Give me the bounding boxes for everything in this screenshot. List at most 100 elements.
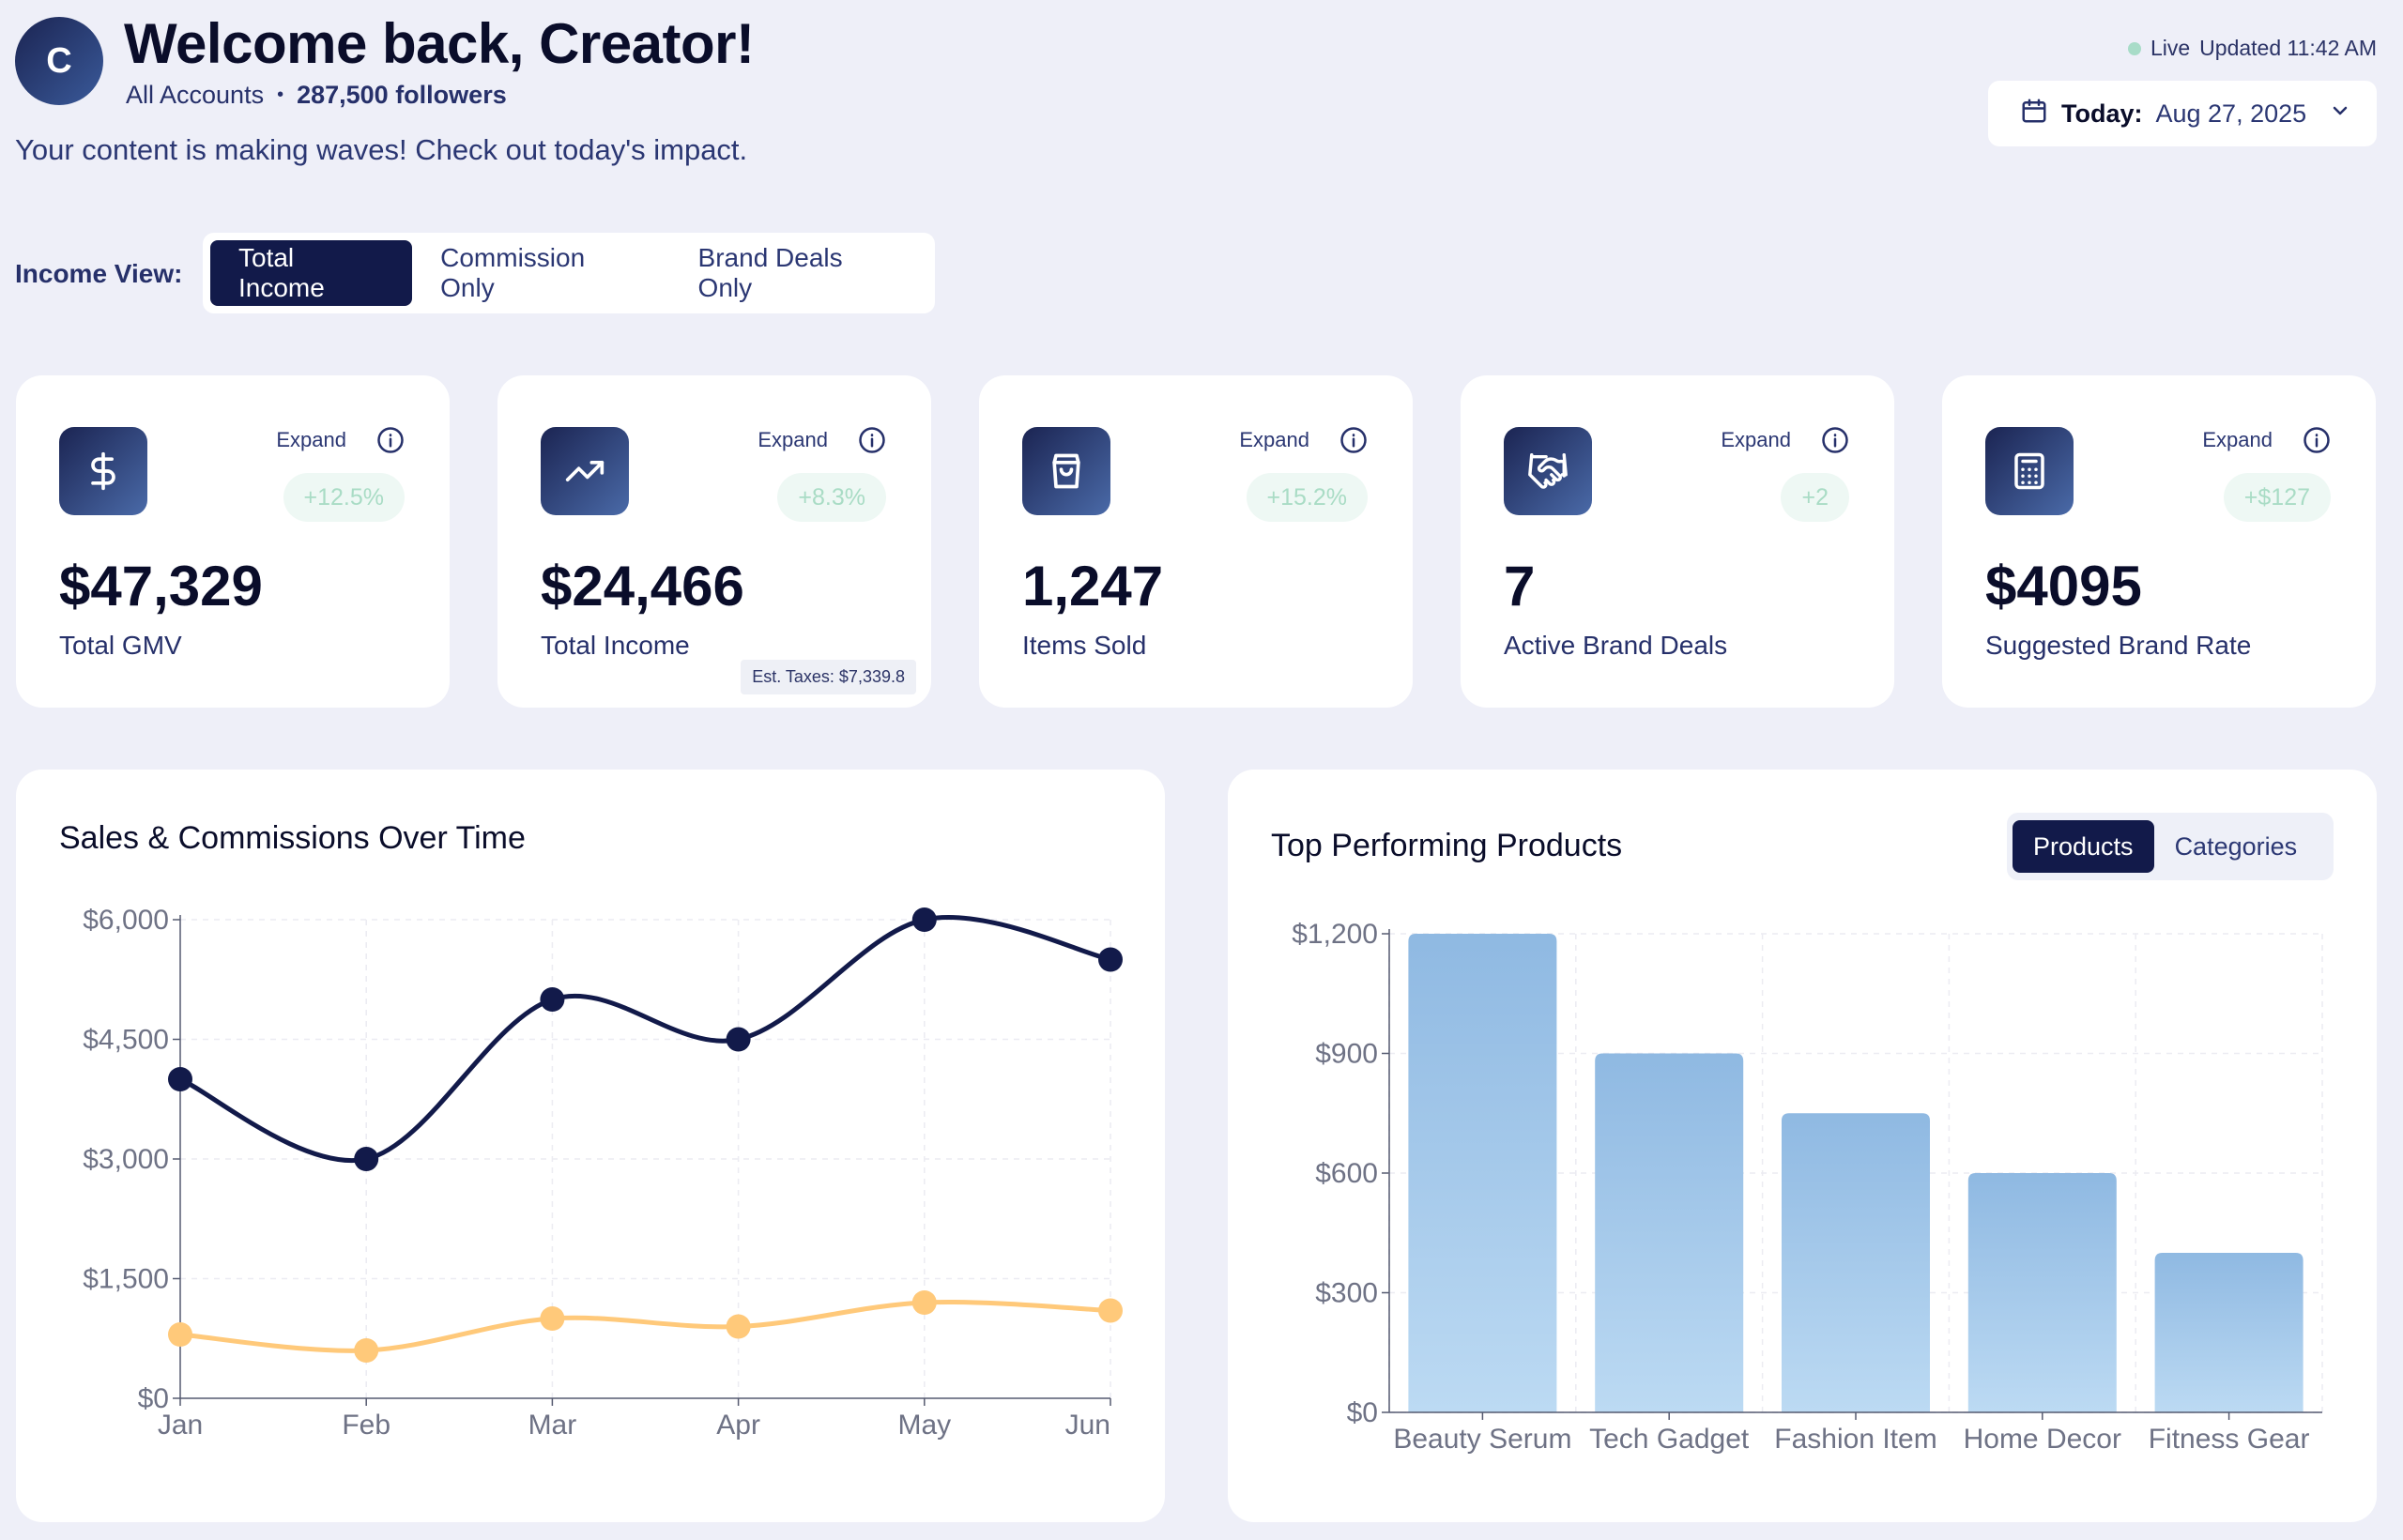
stat-label: Items Sold <box>1022 631 1147 660</box>
info-icon[interactable] <box>376 426 405 454</box>
y-tick-label: $300 <box>1315 1278 1378 1309</box>
x-tick-label: Apr <box>716 1410 760 1441</box>
products-chart-title: Top Performing Products <box>1271 828 1623 863</box>
stat-label: Suggested Brand Rate <box>1985 631 2252 660</box>
expand-button[interactable]: Expand <box>1239 428 1309 451</box>
calculator-icon <box>1985 427 2074 515</box>
stat-value: 7 <box>1504 555 1536 618</box>
expand-button[interactable]: Expand <box>276 428 346 451</box>
stat-card-income: Expand +8.3% $24,466 Total Income Est. T… <box>497 375 931 708</box>
x-tick-label: Home Decor <box>1964 1424 2121 1455</box>
commissions-point <box>540 1306 565 1331</box>
change-badge: +2 <box>1781 473 1849 522</box>
commissions-point <box>1098 1298 1123 1323</box>
shopping-bag-icon <box>1022 427 1110 515</box>
sales-point <box>540 987 565 1012</box>
stat-card-brand-deals: Expand +2 7 Active Brand Deals <box>1461 375 1894 708</box>
commissions-line <box>179 1299 1111 1353</box>
live-status: Live Updated 11:42 AM <box>2127 36 2377 61</box>
info-icon[interactable] <box>1339 426 1368 454</box>
dollar-icon <box>59 427 147 515</box>
y-tick-label: $6,000 <box>83 905 169 936</box>
x-tick-label: Mar <box>528 1410 577 1441</box>
expand-button[interactable]: Expand <box>758 428 828 451</box>
handshake-icon <box>1504 427 1592 515</box>
sales-point <box>911 907 937 932</box>
stat-label: Total Income <box>541 631 690 660</box>
avatar[interactable]: C <box>15 17 103 105</box>
stat-label: Total GMV <box>59 631 182 660</box>
bar <box>1595 1053 1744 1412</box>
stat-value: 1,247 <box>1022 555 1164 618</box>
date-value: Aug 27, 2025 <box>2155 99 2307 128</box>
sales-point <box>168 1067 192 1091</box>
bar <box>1782 1113 1930 1412</box>
page-title: Welcome back, Creator! <box>124 12 755 75</box>
change-badge: +15.2% <box>1246 473 1368 522</box>
tab-categories[interactable]: Categories <box>2174 831 2298 861</box>
x-tick-label: Feb <box>342 1410 390 1441</box>
live-label: Live <box>2150 36 2191 60</box>
x-tick-label: Fashion Item <box>1774 1424 1936 1455</box>
commissions-point <box>354 1338 379 1363</box>
y-tick-label: $900 <box>1315 1039 1378 1070</box>
stat-card-items: Expand +15.2% 1,247 Items Sold <box>979 375 1413 708</box>
x-tick-label: Jan <box>158 1410 203 1441</box>
change-badge: +8.3% <box>777 473 886 522</box>
expand-button[interactable]: Expand <box>1721 428 1791 451</box>
sales-point <box>1098 947 1123 972</box>
y-tick-label: $3,000 <box>83 1144 169 1175</box>
separator-dot: • <box>277 84 284 105</box>
x-tick-label: Jun <box>1065 1410 1110 1441</box>
y-tick-label: $600 <box>1315 1158 1378 1189</box>
expand-button[interactable]: Expand <box>2202 428 2273 451</box>
commissions-point <box>911 1290 937 1315</box>
x-tick-label: Fitness Gear <box>2149 1424 2310 1455</box>
commissions-point <box>726 1314 751 1339</box>
accounts-label[interactable]: All Accounts <box>126 81 265 109</box>
bar <box>1967 1173 2117 1412</box>
sales-chart-panel: Sales & Commissions Over Time $0 $1,500 $3… <box>16 770 1165 1522</box>
info-icon[interactable] <box>858 426 886 454</box>
tab-products[interactable]: Products <box>2013 820 2154 873</box>
income-option-total[interactable]: Total Income <box>210 240 413 306</box>
sales-line-chart: $0 $1,500 $3,000 $4,500 $6,000 Jan Feb Mar Apr Ma… <box>83 905 1123 1441</box>
income-option-brand-deals[interactable]: Brand Deals Only <box>697 243 843 302</box>
y-tick-label: $0 <box>1347 1397 1378 1428</box>
stat-label: Active Brand Deals <box>1504 631 1728 660</box>
info-icon[interactable] <box>2303 426 2331 454</box>
y-tick-label: $1,200 <box>1292 919 1378 950</box>
account-summary: All Accounts • 287,500 followers <box>126 81 507 110</box>
income-view-label: Income View: <box>15 259 183 288</box>
chevron-down-icon <box>2329 99 2351 129</box>
change-badge: +$127 <box>2223 473 2331 522</box>
x-tick-label: Beauty Serum <box>1393 1424 1571 1455</box>
x-tick-label: May <box>897 1410 951 1441</box>
income-option-commission[interactable]: Commission Only <box>440 243 586 302</box>
sales-point <box>726 1027 751 1052</box>
stat-value: $4095 <box>1985 555 2142 618</box>
date-picker[interactable]: Today: Aug 27, 2025 <box>1988 81 2377 146</box>
stat-value: $24,466 <box>541 555 744 618</box>
avatar-letter: C <box>46 40 72 81</box>
sales-chart-title: Sales & Commissions Over Time <box>59 820 526 856</box>
live-dot-icon <box>2127 41 2141 55</box>
products-chart-panel: Top Performing Products Products Categor… <box>1228 770 2377 1522</box>
tagline: Your content is making waves! Check out … <box>15 133 748 166</box>
income-view-toggle: Total Income Commission Only Brand Deals… <box>203 233 935 313</box>
change-badge: +12.5% <box>283 473 405 522</box>
products-bar-chart: $0 $300 $600 $900 $1,200 Beauty Serum Tech Gad… <box>1292 919 2323 1455</box>
info-icon[interactable] <box>1821 426 1849 454</box>
stat-card-brand-rate: Expand +$127 $4095 Suggested Brand Rate <box>1942 375 2376 708</box>
date-label: Today: <box>2061 99 2143 128</box>
y-tick-label: $4,500 <box>83 1025 169 1056</box>
sales-line <box>178 914 1111 1164</box>
followers-count: 287,500 followers <box>297 81 507 109</box>
calendar-icon <box>2020 97 2048 131</box>
updated-time: Updated 11:42 AM <box>2199 36 2377 60</box>
bar <box>1408 934 1557 1412</box>
y-tick-label: $0 <box>138 1383 169 1414</box>
bar <box>2154 1253 2304 1412</box>
products-tab-group: Products Categories <box>2007 813 2334 880</box>
stat-value: $47,329 <box>59 555 263 618</box>
